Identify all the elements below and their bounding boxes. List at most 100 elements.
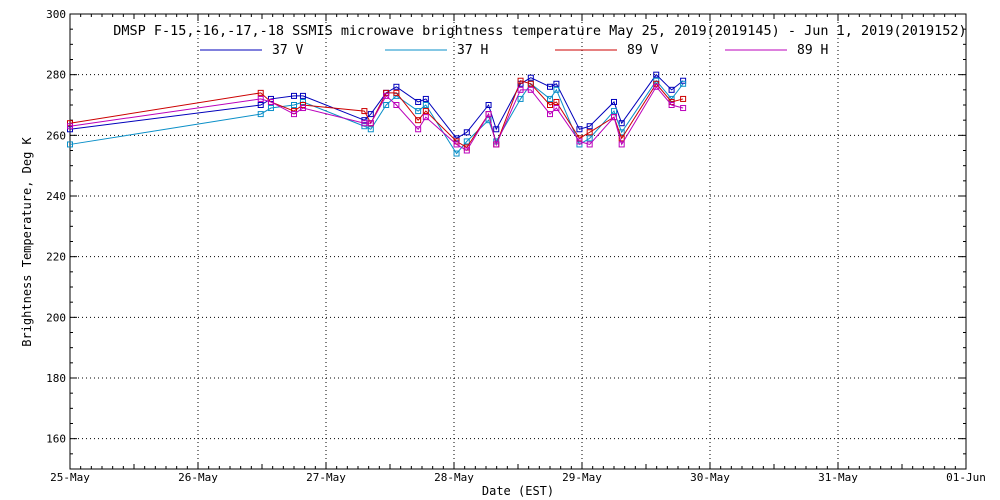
data-point	[576, 141, 583, 148]
data-point	[422, 114, 429, 121]
data-point	[257, 89, 264, 96]
data-point	[680, 105, 687, 112]
data-point	[611, 98, 617, 105]
data-point	[527, 86, 534, 93]
data-point	[257, 102, 264, 108]
data-point	[618, 135, 625, 142]
data-point	[67, 141, 73, 148]
data-point	[576, 138, 583, 145]
data-point	[291, 111, 297, 118]
data-point	[618, 141, 625, 148]
data-point	[393, 83, 400, 90]
data-point	[393, 89, 400, 96]
data-point	[668, 86, 675, 93]
data-point	[361, 120, 368, 127]
series-89-v	[67, 77, 687, 151]
x-tick-label: 01-Jun	[946, 471, 986, 484]
x-tick-label: 31-May	[818, 471, 858, 484]
data-point	[553, 98, 560, 105]
data-point	[547, 83, 553, 90]
data-point	[618, 120, 625, 127]
data-point	[653, 71, 660, 78]
data-point	[493, 141, 500, 148]
data-point	[527, 80, 534, 87]
data-point	[517, 95, 524, 102]
data-point	[611, 108, 617, 115]
data-point	[367, 120, 374, 127]
data-point	[257, 95, 264, 102]
data-point	[547, 111, 553, 118]
data-point	[367, 126, 374, 133]
data-point	[485, 111, 492, 118]
data-point	[361, 117, 368, 124]
y-tick-label: 160	[46, 433, 66, 446]
data-point	[453, 141, 460, 148]
data-point	[361, 108, 368, 115]
x-tick-label: 26-May	[178, 471, 218, 484]
data-point	[517, 86, 524, 93]
data-point	[67, 126, 73, 133]
data-point	[267, 98, 274, 105]
data-point	[517, 77, 524, 84]
data-point	[586, 129, 593, 136]
series-37-h	[67, 77, 687, 157]
x-tick-label: 25-May	[50, 471, 90, 484]
legend-label: 89 H	[797, 43, 828, 58]
data-point	[67, 120, 73, 127]
data-point	[485, 117, 492, 124]
y-tick-label: 240	[46, 190, 66, 203]
series-89-h	[67, 83, 687, 154]
axis-ticks: 160 180 200 220 240 260 280 300 25-May 26-May 27-M…	[46, 8, 986, 484]
grid-lines	[70, 14, 966, 469]
data-point	[367, 111, 374, 118]
data-point	[586, 141, 593, 148]
y-tick-label: 260	[46, 129, 66, 142]
data-point	[291, 102, 297, 108]
data-point	[680, 95, 687, 102]
data-point	[547, 95, 553, 102]
data-point	[361, 123, 368, 130]
data-point	[257, 111, 264, 118]
y-axis-label: Brightness Temperature, Deg K	[20, 136, 34, 346]
data-point	[393, 102, 400, 108]
data-point	[553, 86, 560, 93]
x-tick-label: 30-May	[690, 471, 730, 484]
series-line	[69, 80, 684, 149]
data-point	[493, 126, 500, 133]
y-tick-label: 220	[46, 251, 66, 264]
legend: 37 V 37 H 89 V 89 H	[200, 43, 828, 58]
series-37-v	[67, 71, 687, 142]
x-tick-label: 27-May	[306, 471, 346, 484]
data-point	[463, 147, 470, 154]
legend-label: 37 V	[272, 43, 303, 58]
data-point	[485, 102, 492, 108]
data-point	[453, 150, 460, 157]
x-tick-label: 29-May	[562, 471, 602, 484]
data-point	[415, 117, 422, 124]
chart-title: DMSP F-15,-16,-17,-18 SSMIS microwave br…	[113, 23, 966, 39]
series-line	[69, 85, 684, 152]
data-point	[299, 92, 306, 99]
data-point	[463, 138, 470, 145]
data-point	[586, 123, 593, 130]
data-point	[547, 102, 553, 108]
data-point	[680, 80, 687, 87]
data-point	[415, 108, 422, 115]
data-point	[653, 83, 660, 90]
y-tick-label: 200	[46, 311, 66, 324]
data-point	[383, 102, 390, 108]
data-point	[67, 123, 73, 130]
series-line	[69, 73, 684, 140]
data-point	[463, 129, 470, 136]
x-axis-label: Date (EST)	[482, 484, 554, 498]
data-point	[267, 105, 274, 112]
data-point	[415, 98, 422, 105]
y-tick-label: 280	[46, 69, 66, 82]
legend-label: 89 V	[627, 43, 658, 58]
data-point	[415, 126, 422, 133]
legend-label: 37 H	[457, 43, 488, 58]
data-point	[291, 92, 297, 99]
y-tick-label: 300	[46, 8, 66, 21]
data-point	[527, 74, 534, 81]
